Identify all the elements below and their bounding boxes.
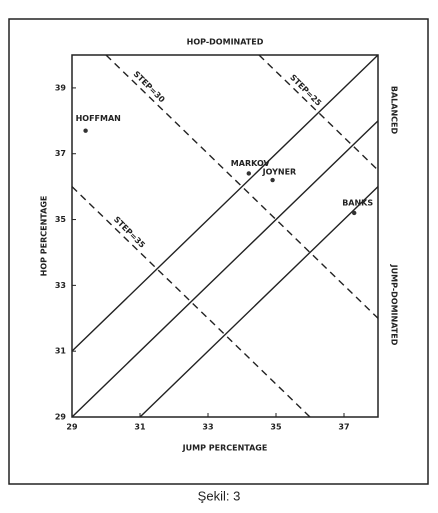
plot-area <box>71 54 379 418</box>
frame <box>8 18 429 485</box>
caption: Şekil: 3 <box>198 488 241 503</box>
point-label: MARKOV <box>231 159 271 168</box>
chart-title: HOP-DOMINATED <box>187 38 264 47</box>
point-label: BANKS <box>342 198 373 207</box>
y-axis-label: HOP PERCENTAGE <box>40 196 49 277</box>
reference-line <box>71 120 379 418</box>
line-label: STEP=35 <box>112 215 147 250</box>
x-tick-label: 33 <box>202 423 213 432</box>
point <box>83 128 88 133</box>
reference-line <box>139 186 379 418</box>
reference-line <box>258 54 379 171</box>
x-tick-label: 31 <box>134 423 146 432</box>
reference-line <box>105 54 379 319</box>
line-label: STEP=25 <box>288 73 323 108</box>
point <box>270 177 275 183</box>
point <box>352 210 357 216</box>
reference-line <box>71 186 311 418</box>
reference-line <box>71 54 379 352</box>
x-tick-label: 29 <box>66 423 78 432</box>
line-label: STEP=30 <box>132 69 167 104</box>
y-tick-label: 39 <box>55 83 67 92</box>
point-label: HOFFMAN <box>76 114 121 123</box>
point <box>246 171 251 176</box>
y-tick-label: 31 <box>55 347 67 356</box>
annotation: JUMP-DOMINATED <box>390 264 399 346</box>
y-tick-label: 29 <box>55 413 67 422</box>
y-tick-label: 37 <box>55 149 66 158</box>
annotation: BALANCED <box>390 86 399 135</box>
x-tick-label: 35 <box>270 423 282 432</box>
x-axis-label: JUMP PERCENTAGE <box>182 444 268 453</box>
x-tick-label: 37 <box>338 423 349 432</box>
y-tick-label: 33 <box>55 281 66 290</box>
y-tick-label: 35 <box>55 215 67 224</box>
point-label: JOYNER <box>262 168 297 177</box>
